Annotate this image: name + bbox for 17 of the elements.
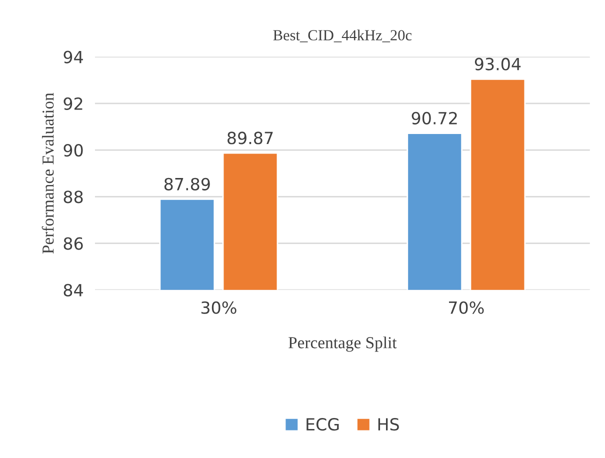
x-tick-label: 30% [201, 301, 236, 314]
legend-label: HS [378, 418, 399, 431]
data-label: 89.87 [228, 132, 273, 144]
x-axis-title: Percentage Split [288, 336, 397, 352]
chart-title: Best_CID_44kHz_20c [273, 30, 412, 42]
y-tick-label: 90 [64, 144, 83, 157]
data-label: 93.04 [474, 58, 521, 70]
legend-label: ECG [306, 418, 339, 431]
data-label: 90.72 [412, 112, 457, 124]
y-tick-label: 88 [64, 190, 83, 204]
y-axis-title: Performance Evaluation [42, 92, 54, 254]
x-tick-label: 70% [449, 301, 484, 314]
y-tick-label: 86 [64, 237, 83, 250]
y-tick-label: 94 [64, 50, 83, 64]
y-tick-label: 84 [64, 284, 83, 296]
data-label: 87.89 [164, 178, 210, 190]
y-tick-label: 92 [64, 97, 82, 110]
